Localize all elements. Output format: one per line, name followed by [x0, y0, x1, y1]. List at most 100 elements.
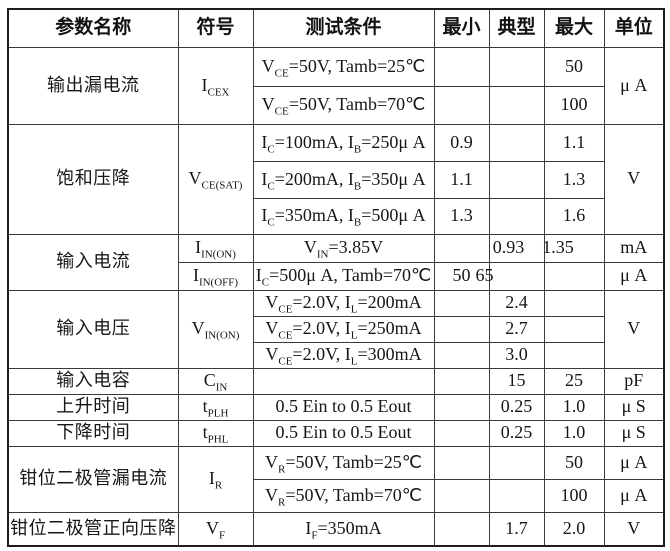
min-cell: [433, 85, 490, 125]
typ-cell: 0.93: [488, 233, 545, 263]
unit-cell: V: [603, 289, 665, 369]
min-cell: [433, 341, 490, 369]
header-min: 最小: [433, 8, 490, 48]
symbol-cell: CIN: [177, 367, 254, 395]
typ-cell: 0.25: [488, 419, 545, 447]
symbol-cell: IIN(ON): [177, 233, 254, 263]
table-row: 输入电容 CIN 15 25 pF: [7, 367, 665, 395]
min-cell: [433, 393, 490, 421]
condition-cell: IC=200mA, IB=350μ A: [252, 160, 435, 199]
min-cell: [433, 419, 490, 447]
condition-cell: IF=350mA: [252, 511, 435, 547]
param-cell: 输出漏电流: [7, 46, 179, 125]
max-cell: [543, 341, 605, 369]
symbol-cell: IIN(OFF): [177, 261, 254, 291]
header-param: 参数名称: [7, 8, 179, 48]
max-cell: 2.0: [543, 511, 605, 547]
condition-cell: VR=50V, Tamb=25℃: [252, 445, 435, 480]
condition-cell: VCE=2.0V, IL=250mA: [252, 315, 435, 343]
symbol-cell: VCE(SAT): [177, 123, 254, 235]
table-row: 输入电流 IIN(ON) VIN=3.85V 0.93 1.35 mA: [7, 233, 665, 291]
spec-table: 参数名称 符号 测试条件 最小 典型 最大 单位 输出漏电流 ICEX VCE=…: [7, 8, 665, 547]
min-cell: 1.3: [433, 197, 490, 235]
min-cell: [433, 478, 490, 513]
typ-value: 65: [475, 265, 494, 286]
unit-cell: μ S: [603, 393, 665, 421]
symbol-cell: IR: [177, 445, 254, 513]
typ-cell: [488, 46, 545, 87]
condition-cell: VIN=3.85V: [252, 233, 435, 263]
table-row: IIN(OFF) IC=500μ A, Tamb=70℃ 50 65 μ A: [8, 261, 665, 291]
typ-cell: 15: [488, 367, 545, 395]
table-row: 输入电压 VIN(ON) VCE=2.0V, IL=200mA 2.4 V: [7, 289, 665, 369]
header-condition: 测试条件: [252, 8, 435, 48]
condition-cell: 0.5 Ein to 0.5 Eout: [252, 393, 435, 421]
condition-cell: IC=100mA, IB=250μ A: [252, 123, 435, 162]
unit-cell: mA: [603, 233, 665, 263]
table-row: VCE=50V, Tamb=70℃ 100: [8, 85, 664, 125]
header-symbol: 符号: [177, 8, 254, 48]
unit-cell: μ A: [603, 261, 665, 291]
symbol-cell: ICEX: [177, 46, 254, 125]
header-unit: 单位: [603, 8, 665, 48]
symbol-cell: tPLH: [177, 393, 254, 421]
condition-cell: VCE=2.0V, IL=300mA: [252, 341, 435, 369]
max-cell: 50: [543, 46, 605, 87]
typ-cell: [488, 445, 545, 480]
unit-cell: μ A: [603, 478, 665, 513]
max-cell: 25: [543, 367, 605, 395]
min-cell: [433, 233, 490, 263]
table-row: 钳位二极管正向压降 VF IF=350mA 1.7 2.0 V: [7, 511, 665, 547]
typ-cell: [488, 197, 545, 235]
param-cell: 下降时间: [7, 419, 179, 447]
min-cell: [433, 315, 490, 343]
table-row: 饱和压降 VCE(SAT) IC=100mA, IB=250μ A 0.9 1.…: [7, 123, 665, 235]
condition-cell: VCE=2.0V, IL=200mA: [252, 289, 435, 317]
table-row: 上升时间 tPLH 0.5 Ein to 0.5 Eout 0.25 1.0 μ…: [7, 393, 665, 421]
max-cell: 100: [543, 478, 605, 513]
typ-cell: [488, 123, 545, 162]
condition-cell: IC=350mA, IB=500μ A: [252, 197, 435, 235]
max-cell: [543, 261, 605, 291]
symbol-cell: tPHL: [177, 419, 254, 447]
typ-cell: 1.7: [488, 511, 545, 547]
table-row: VR=50V, Tamb=70℃ 100 μ A: [8, 478, 665, 513]
table-row: 钳位二极管漏电流 IR VR=50V, Tamb=25℃ 50 μ A: [7, 445, 665, 513]
condition-cell: IC=500μ A, Tamb=70℃: [252, 261, 435, 291]
unit-cell: V: [603, 511, 665, 547]
min-cell: [433, 289, 490, 317]
param-cell: 上升时间: [7, 393, 179, 421]
min-cell: [433, 445, 490, 480]
header-row: 参数名称 符号 测试条件 最小 典型 最大 单位: [7, 8, 665, 48]
max-cell: 1.1: [543, 123, 605, 162]
typ-cell: 3.0: [488, 341, 545, 369]
typ-cell: [488, 85, 545, 125]
table-row: IC=350mA, IB=500μ A 1.3 1.6: [8, 197, 664, 235]
param-cell: 输入电容: [7, 367, 179, 395]
param-cell: 输入电流: [7, 233, 179, 291]
typ-cell: 65: [476, 261, 545, 291]
max-cell: 1.35: [542, 233, 605, 263]
table-row: VCE=2.0V, IL=250mA 2.7: [8, 315, 664, 343]
max-cell: 1.6: [543, 197, 605, 235]
typ-cell: 2.4: [488, 289, 545, 317]
unit-cell: μ S: [603, 419, 665, 447]
max-cell: 1.0: [543, 393, 605, 421]
unit-cell: V: [603, 123, 665, 235]
typ-cell: 0.25: [488, 393, 545, 421]
condition-cell: VCE=50V, Tamb=70℃: [252, 85, 435, 125]
unit-cell: μ A: [603, 445, 665, 480]
table-row: 下降时间 tPHL 0.5 Ein to 0.5 Eout 0.25 1.0 μ…: [7, 419, 665, 447]
max-cell: 1.3: [543, 160, 605, 199]
max-cell: 1.0: [543, 419, 605, 447]
max-cell: [543, 315, 605, 343]
max-value: 1.35: [542, 237, 574, 258]
max-cell: 100: [543, 85, 605, 125]
param-cell: 钳位二极管漏电流: [7, 445, 179, 513]
symbol-cell: VF: [177, 511, 254, 547]
param-cell: 钳位二极管正向压降: [7, 511, 179, 547]
table-row: 输出漏电流 ICEX VCE=50V, Tamb=25℃ 50 μ A: [7, 46, 665, 125]
max-cell: 50: [543, 445, 605, 480]
header-max: 最大: [543, 8, 605, 48]
